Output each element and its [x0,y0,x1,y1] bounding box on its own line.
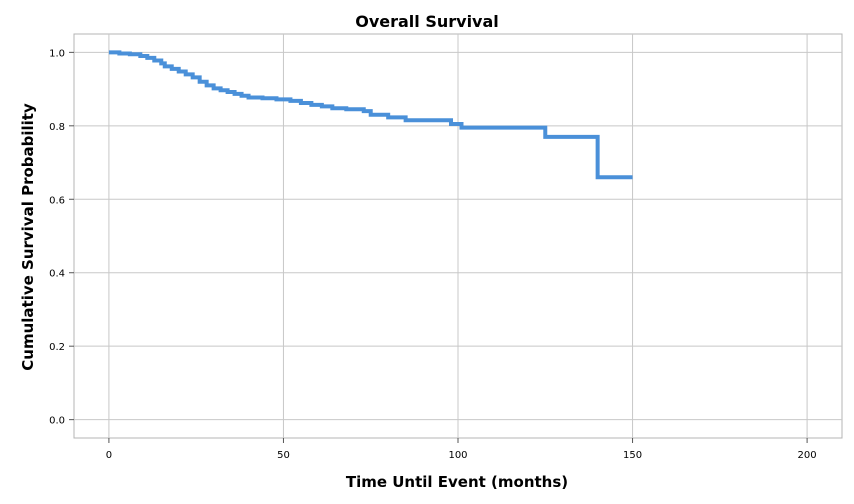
x-axis-title: Time Until Event (months) [346,473,568,491]
y-axis-title: Cumulative Survival Probability [19,103,37,371]
y-tick-label: 0.6 [49,195,65,206]
survival-curve [108,50,633,180]
x-tick-label: 0 [106,450,112,461]
y-tick-label: 0.0 [49,416,65,427]
x-tick-label: 50 [277,450,290,461]
x-tick-label: 200 [798,450,817,461]
x-tick-label: 150 [623,450,642,461]
chart-title: Overall Survival [355,12,499,31]
grid-lines [74,34,842,438]
y-tick-label: 1.0 [49,48,65,59]
y-tick-labels: 0.0 0.2 0.4 0.6 0.8 1.0 [49,48,65,426]
x-tick-label: 100 [448,450,467,461]
y-tick-label: 0.4 [49,269,65,280]
y-tick-label: 0.2 [49,342,65,353]
x-tick-labels: 0 50 100 150 200 [106,450,817,461]
axis-ticks [69,51,808,443]
y-tick-label: 0.8 [49,122,65,133]
